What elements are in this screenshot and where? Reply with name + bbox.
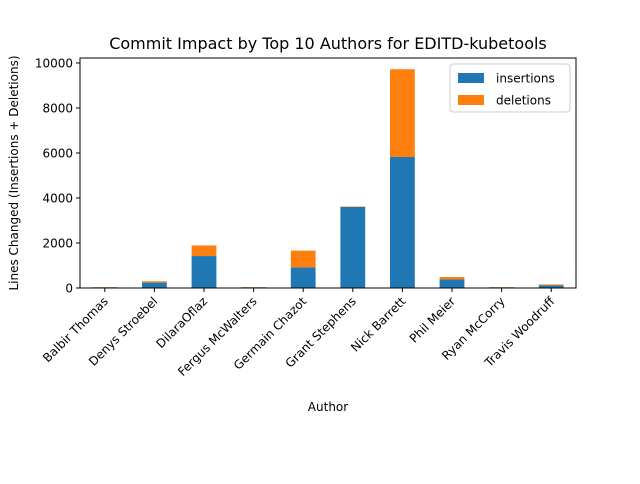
y-axis-label: Lines Changed (Insertions + Deletions) xyxy=(7,55,21,290)
bar-deletions-denys-stroebel xyxy=(142,281,167,282)
bar-insertions-nick-barrett xyxy=(390,157,415,288)
legend-label-deletions: deletions xyxy=(496,94,551,108)
bar-deletions-phil-meier xyxy=(440,277,465,279)
chart-title: Commit Impact by Top 10 Authors for EDIT… xyxy=(109,34,547,53)
y-tick-label: 2000 xyxy=(42,236,73,250)
legend: insertions deletions xyxy=(450,64,570,112)
legend-swatch-insertions xyxy=(458,73,484,83)
bar-deletions-germain-chazot xyxy=(291,251,316,268)
legend-label-insertions: insertions xyxy=(496,72,555,86)
legend-swatch-deletions xyxy=(458,95,484,105)
bar-deletions-dilaraoflaz xyxy=(192,245,217,256)
bar-deletions-travis-woodruff xyxy=(539,284,564,285)
bar-insertions-dilaraoflaz xyxy=(192,256,217,288)
x-axis-label: Author xyxy=(308,400,348,414)
bar-insertions-germain-chazot xyxy=(291,267,316,288)
y-tick-label: 6000 xyxy=(42,146,73,160)
y-tick-label: 0 xyxy=(65,282,73,296)
bar-insertions-phil-meier xyxy=(440,279,465,288)
bar-insertions-grant-stephens xyxy=(340,207,365,288)
y-tick-label: 10000 xyxy=(35,56,73,70)
bar-insertions-denys-stroebel xyxy=(142,283,167,288)
y-tick-label: 8000 xyxy=(42,101,73,115)
bar-deletions-nick-barrett xyxy=(390,69,415,157)
y-tick-label: 4000 xyxy=(42,191,73,205)
